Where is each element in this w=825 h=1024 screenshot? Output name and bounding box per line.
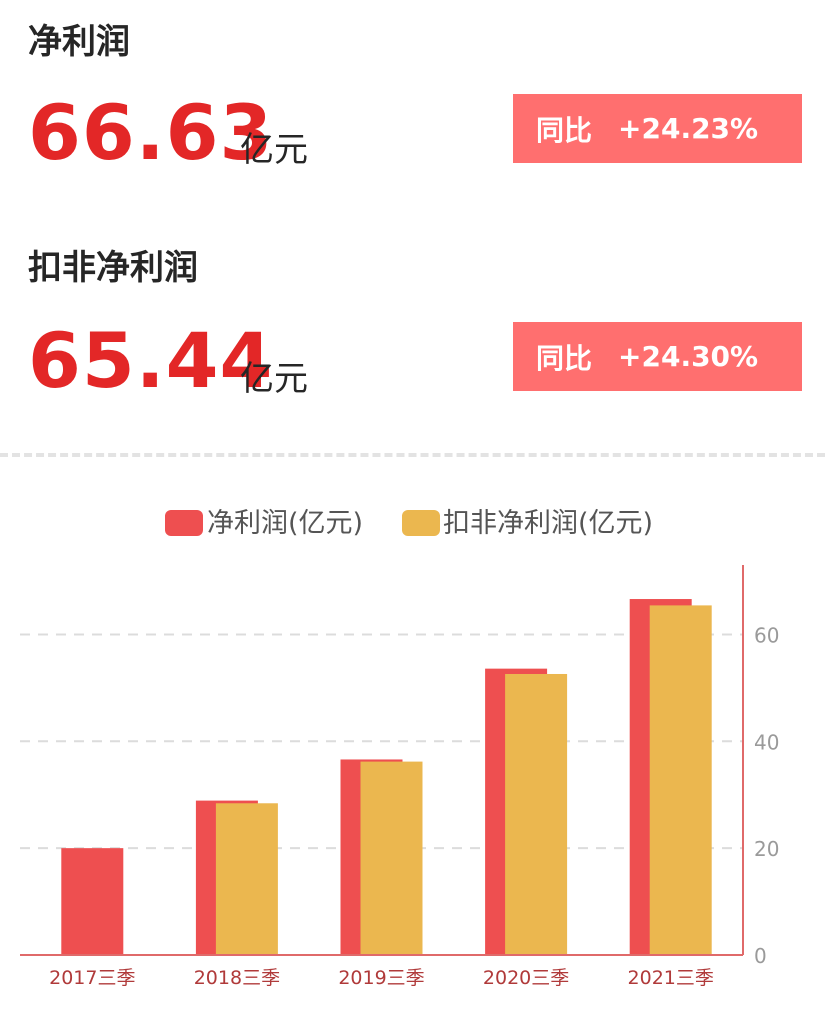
net-profit-unit: 亿元 xyxy=(240,130,308,170)
legend-swatch-1 xyxy=(402,510,440,536)
adjusted-net-profit-yoy-badge: 同比 +24.30% xyxy=(513,322,802,391)
y-tick-label-0: 0 xyxy=(754,944,767,968)
y-tick-label-3: 60 xyxy=(754,623,779,647)
net-profit-yoy-badge: 同比 +24.23% xyxy=(513,94,802,163)
net-profit-yoy-value: +24.23% xyxy=(618,112,759,145)
net-profit-yoy-label: 同比 xyxy=(536,113,593,147)
net-profit-value: 66.63 xyxy=(28,88,274,177)
profit-bar-chart: 0 20 40 60 2017三季 2018三季 2019三季 2020三季 2021三季 净利润… xyxy=(20,508,779,989)
bar-adjusted-net-profit-1 xyxy=(215,803,278,955)
adjusted-net-profit-title: 扣非净利润 xyxy=(28,248,198,288)
y-tick-label-1: 20 xyxy=(754,837,779,861)
adjusted-net-profit-value: 65.44 xyxy=(28,316,274,405)
legend-swatch-0 xyxy=(165,510,203,536)
bar-adjusted-net-profit-2 xyxy=(360,761,423,955)
x-category-label-4: 2021三季 xyxy=(628,967,714,989)
adjusted-net-profit-yoy-value: +24.30% xyxy=(618,340,759,373)
adjusted-net-profit-unit: 亿元 xyxy=(240,359,308,399)
x-category-label-1: 2018三季 xyxy=(194,967,280,989)
y-tick-label-2: 40 xyxy=(754,730,779,754)
bar-adjusted-net-profit-4 xyxy=(649,605,712,955)
x-category-label-3: 2020三季 xyxy=(483,967,569,989)
section-divider xyxy=(0,453,825,457)
bar-adjusted-net-profit-3 xyxy=(505,673,568,955)
x-category-label-2: 2019三季 xyxy=(338,967,424,989)
legend-label-1: 扣非净利润(亿元) xyxy=(443,508,653,539)
net-profit-title: 净利润 xyxy=(28,22,130,62)
x-category-label-0: 2017三季 xyxy=(49,967,135,989)
adjusted-net-profit-yoy-label: 同比 xyxy=(536,341,593,375)
bar-net-profit-0 xyxy=(61,848,124,955)
legend-label-0: 净利润(亿元) xyxy=(207,508,363,539)
